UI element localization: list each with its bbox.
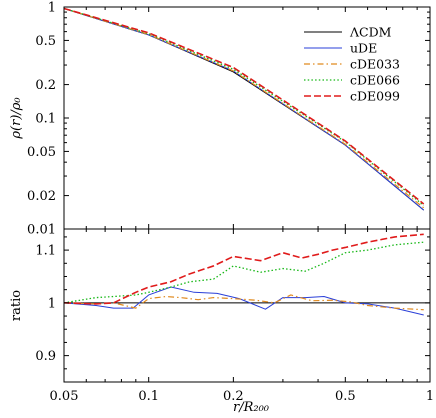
ratio-panel: 0.9 1 1.1 0.05 0.1 0.2 0.5 1 (35, 228, 434, 404)
y-tick-label: 1 (48, 1, 56, 16)
ratio-y-axis-label: ratio (9, 290, 24, 321)
legend-label-ude: uDE (350, 41, 377, 56)
x-tick-label: 0.2 (223, 389, 244, 404)
y-tick-label: 1 (48, 296, 56, 311)
ratio-curves (63, 233, 430, 316)
x-tick-label: 1 (426, 389, 434, 404)
y-tick-label: 0.2 (35, 78, 56, 93)
density-axis-ticks: 1 0.5 0.2 0.1 0.05 0.02 0.01 (27, 1, 431, 238)
y-tick-label: 0.9 (35, 349, 56, 364)
density-curves (63, 7, 425, 211)
legend-label-lambdacdm: ΛCDM (349, 25, 392, 40)
density-series-cde033 (63, 7, 425, 209)
x-tick-label: 0.5 (335, 389, 356, 404)
x-tick-label: 0.05 (50, 389, 79, 404)
y-tick-label: 0.01 (27, 223, 56, 238)
legend-label-cde099: cDE099 (350, 89, 400, 104)
legend-label-cde066: cDE066 (350, 73, 400, 88)
ratio-panel-frame (63, 228, 431, 383)
x-axis-label: r/R₂₀₀ (233, 400, 270, 415)
density-y-axis-label: ρ(r)/ρ₀ (9, 97, 24, 140)
y-tick-label: 0.1 (35, 112, 56, 127)
ratio-series-cde033 (63, 294, 424, 311)
y-tick-label: 1.1 (35, 244, 56, 259)
x-tick-label: 0.1 (138, 389, 159, 404)
y-tick-label: 0.5 (35, 34, 56, 49)
ratio-series-cde066 (63, 241, 424, 304)
y-tick-label: 0.05 (27, 145, 56, 160)
ratio-series-cde099 (63, 233, 424, 305)
y-tick-label: 0.02 (27, 189, 56, 204)
axis-labels: ρ(r)/ρ₀ ratio r/R₂₀₀ (9, 97, 270, 415)
ratio-axis-ticks: 0.9 1 1.1 0.05 0.1 0.2 0.5 1 (35, 229, 434, 404)
legend-label-cde033: cDE033 (350, 57, 400, 72)
